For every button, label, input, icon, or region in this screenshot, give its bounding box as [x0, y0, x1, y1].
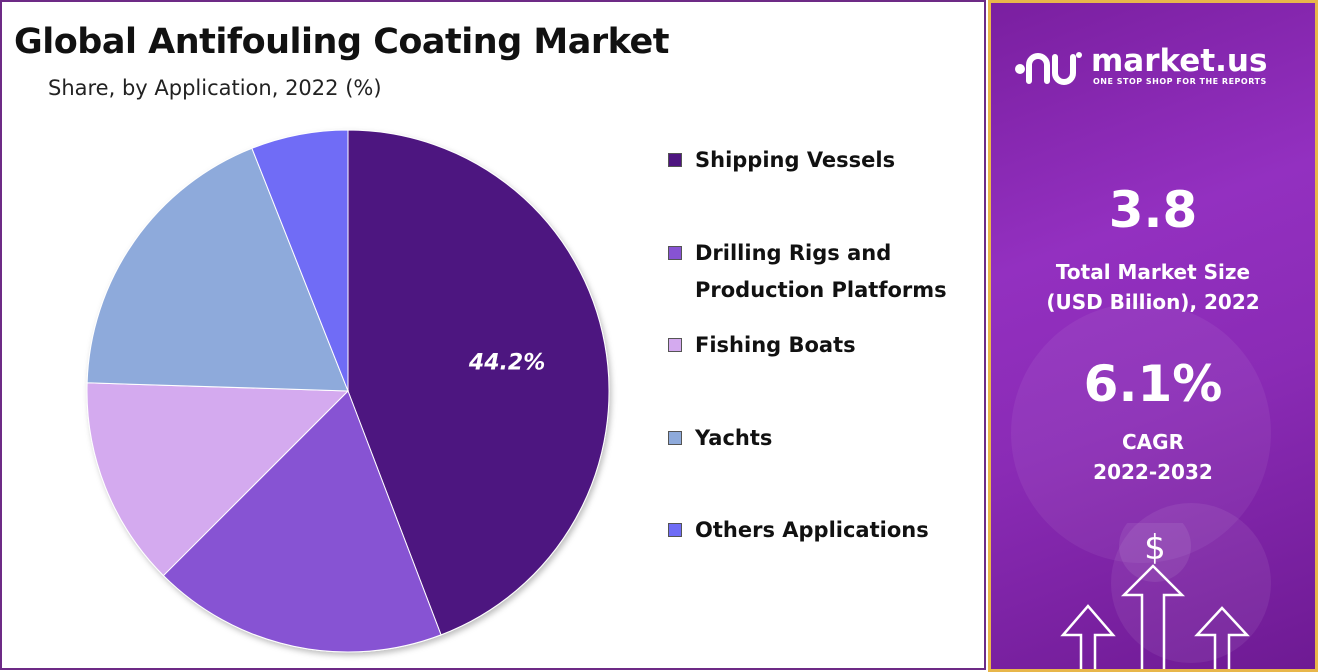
legend-label: Fishing Boats: [695, 333, 856, 357]
market-size-value: 3.8: [1108, 181, 1198, 239]
market-size-label-line2: (USD Billion), 2022: [1046, 290, 1260, 314]
legend-label: Shipping Vessels: [695, 148, 896, 172]
legend-label: Yachts: [695, 426, 773, 450]
legend-swatch: [668, 153, 682, 167]
cagr-period: 2022-2032: [1093, 460, 1213, 484]
pie-slice-others-applications: [251, 129, 349, 392]
summary-panel: market.us ONE STOP SHOP FOR THE REPORTS …: [988, 0, 1318, 672]
pie-slice-shipping-vessels: [347, 129, 610, 636]
pie-slice-fishing-boats: [86, 382, 350, 577]
market-us-logo: market.us ONE STOP SHOP FOR THE REPORTS: [1013, 43, 1303, 93]
legend-swatch: [668, 338, 682, 352]
arrow-up-icon: [1120, 564, 1186, 669]
legend-swatch: [668, 431, 682, 445]
legend-swatch: [668, 523, 682, 537]
chart-subtitle: Share, by Application, 2022 (%): [48, 76, 382, 100]
cagr-label: CAGR: [1122, 430, 1184, 454]
market-size-label-line1: Total Market Size: [1055, 260, 1251, 284]
logo-text: market.us: [1091, 43, 1268, 79]
pie-chart: 44.2%: [86, 129, 610, 653]
legend-swatch: [668, 246, 682, 260]
arrow-up-icon: [1194, 606, 1250, 669]
dollar-sign-icon: $: [1144, 528, 1166, 568]
pie-slice-yachts: [86, 147, 349, 392]
growth-arrows-illustration: $: [1060, 523, 1250, 669]
legend-label: Others Applications: [695, 518, 929, 542]
legend-label: Drilling Rigs and Production Platforms: [695, 241, 947, 302]
logo-tagline: ONE STOP SHOP FOR THE REPORTS: [1093, 77, 1267, 86]
logo-mark-icon: [1015, 52, 1082, 85]
pie-data-label: 44.2%: [468, 351, 545, 376]
dollar-coin-icon: [1119, 523, 1191, 582]
cagr-value: 6.1%: [1083, 355, 1223, 413]
background-decoration: [1011, 303, 1271, 563]
chart-title: Global Antifouling Coating Market: [14, 22, 669, 62]
arrow-up-icon: [1060, 604, 1116, 669]
chart-panel: Global Antifouling Coating Market Share,…: [0, 0, 986, 670]
pie-slice-drilling-rigs-and-production-platforms: [162, 390, 442, 653]
